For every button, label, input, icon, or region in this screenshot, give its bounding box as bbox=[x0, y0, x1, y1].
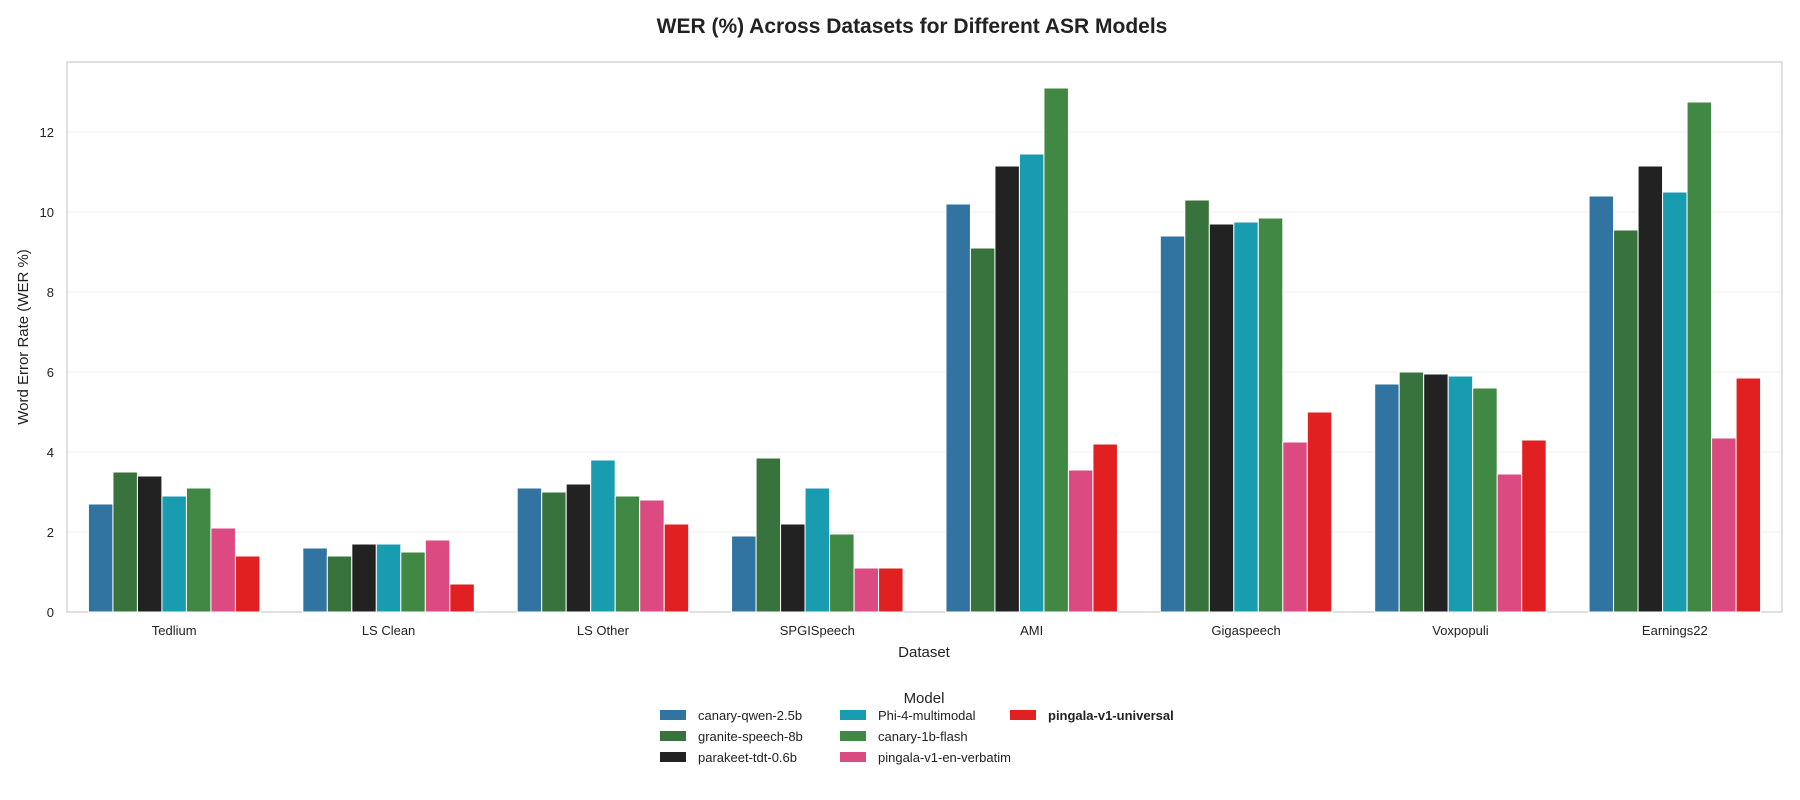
bar-granite-speech-8b-tedlium bbox=[112, 471, 138, 613]
legend-swatch bbox=[1010, 710, 1036, 720]
bar-pingala-v1-en-verbatim-ami bbox=[1067, 469, 1094, 613]
bar-pingala-v1-universal-spgispeech bbox=[878, 567, 904, 613]
x-tick-label: LS Other bbox=[577, 623, 630, 638]
y-axis-ticks: 0 2 4 6 8 10 12 bbox=[40, 125, 54, 620]
legend-swatch bbox=[660, 710, 686, 720]
bar-canary-1b-flash-voxpopuli bbox=[1472, 387, 1498, 613]
bar-pingala-v1-universal-gigaspeech bbox=[1306, 411, 1333, 613]
bar-Phi-4-multimodal-ls-clean bbox=[375, 543, 402, 613]
chart-title: WER (%) Across Datasets for Different AS… bbox=[657, 15, 1168, 38]
bar-canary-qwen-2.5b-ami bbox=[945, 203, 971, 613]
plot-frame bbox=[66, 61, 1783, 613]
legend: Model canary-qwen-2.5b granite-speech-8b p… bbox=[660, 690, 1174, 765]
y-tick-label: 8 bbox=[47, 285, 54, 300]
bar-granite-speech-8b-voxpopuli bbox=[1398, 371, 1425, 613]
bar-pingala-v1-universal-tedlium bbox=[234, 555, 261, 613]
bar-Phi-4-multimodal-earnings22 bbox=[1662, 191, 1688, 613]
bars bbox=[87, 87, 1762, 613]
bar-canary-qwen-2.5b-voxpopuli bbox=[1374, 383, 1400, 613]
bar-canary-1b-flash-ami bbox=[1043, 87, 1069, 613]
bar-parakeet-tdt-0.6b-earnings22 bbox=[1637, 165, 1664, 613]
legend-label: canary-1b-flash bbox=[878, 729, 968, 744]
legend-swatch bbox=[840, 731, 866, 741]
legend-label: pingala-v1-en-verbatim bbox=[878, 750, 1011, 765]
x-tick-label: Earnings22 bbox=[1642, 623, 1708, 638]
bar-parakeet-tdt-0.6b-ls-other bbox=[565, 483, 592, 613]
bar-parakeet-tdt-0.6b-tedlium bbox=[136, 475, 163, 613]
y-tick-label: 10 bbox=[40, 205, 54, 220]
x-axis-title: Dataset bbox=[898, 644, 951, 661]
bar-canary-qwen-2.5b-gigaspeech bbox=[1159, 235, 1186, 613]
legend-label: pingala-v1-universal bbox=[1048, 708, 1174, 723]
bar-canary-1b-flash-tedlium bbox=[185, 487, 212, 613]
legend-swatch bbox=[840, 710, 866, 720]
bar-parakeet-tdt-0.6b-ami bbox=[994, 165, 1020, 613]
bar-pingala-v1-universal-earnings22 bbox=[1735, 377, 1762, 613]
bar-Phi-4-multimodal-spgispeech bbox=[804, 487, 831, 613]
x-tick-label: LS Clean bbox=[362, 623, 415, 638]
y-tick-label: 0 bbox=[47, 605, 54, 620]
bar-pingala-v1-en-verbatim-ls-clean bbox=[424, 539, 451, 613]
bar-pingala-v1-universal-ami bbox=[1092, 443, 1118, 613]
y-tick-label: 6 bbox=[47, 365, 54, 380]
legend-swatch bbox=[660, 731, 686, 741]
bar-granite-speech-8b-spgispeech bbox=[755, 457, 782, 613]
bar-Phi-4-multimodal-tedlium bbox=[161, 495, 187, 613]
bar-Phi-4-multimodal-ami bbox=[1018, 153, 1045, 613]
bar-pingala-v1-en-verbatim-earnings22 bbox=[1711, 437, 1737, 613]
legend-label: Phi-4-multimodal bbox=[878, 708, 976, 723]
x-tick-label: Tedlium bbox=[152, 623, 197, 638]
bar-parakeet-tdt-0.6b-ls-clean bbox=[351, 543, 377, 613]
bar-granite-speech-8b-ls-other bbox=[541, 491, 567, 613]
legend-label: canary-qwen-2.5b bbox=[698, 708, 802, 723]
y-tick-label: 4 bbox=[47, 445, 54, 460]
bar-canary-1b-flash-ls-other bbox=[614, 495, 641, 613]
bar-granite-speech-8b-gigaspeech bbox=[1184, 199, 1210, 613]
bar-Phi-4-multimodal-voxpopuli bbox=[1447, 375, 1474, 613]
y-axis-title: Word Error Rate (WER %) bbox=[15, 249, 32, 425]
legend-swatch bbox=[660, 752, 686, 762]
bar-canary-qwen-2.5b-tedlium bbox=[87, 503, 114, 613]
x-axis-ticks: Tedlium LS Clean LS Other SPGISpeech AMI Giga… bbox=[152, 623, 1708, 638]
legend-title: Model bbox=[904, 690, 945, 707]
bar-canary-qwen-2.5b-spgispeech bbox=[731, 535, 757, 613]
bar-canary-qwen-2.5b-earnings22 bbox=[1588, 195, 1615, 613]
x-tick-label: Voxpopuli bbox=[1432, 623, 1488, 638]
bar-parakeet-tdt-0.6b-gigaspeech bbox=[1208, 223, 1235, 613]
bar-pingala-v1-universal-voxpopuli bbox=[1521, 439, 1547, 613]
bar-parakeet-tdt-0.6b-voxpopuli bbox=[1423, 373, 1449, 613]
bar-granite-speech-8b-ls-clean bbox=[326, 555, 353, 613]
x-tick-label: Gigaspeech bbox=[1211, 623, 1280, 638]
bar-pingala-v1-en-verbatim-ls-other bbox=[639, 499, 665, 613]
bar-canary-1b-flash-ls-clean bbox=[400, 551, 426, 613]
y-tick-label: 2 bbox=[47, 525, 54, 540]
bar-Phi-4-multimodal-gigaspeech bbox=[1233, 221, 1259, 613]
bar-canary-qwen-2.5b-ls-clean bbox=[302, 547, 328, 613]
bar-pingala-v1-universal-ls-other bbox=[663, 523, 690, 613]
bar-canary-1b-flash-gigaspeech bbox=[1257, 217, 1284, 613]
bar-pingala-v1-en-verbatim-gigaspeech bbox=[1282, 441, 1308, 613]
legend-swatch bbox=[840, 752, 866, 762]
bar-pingala-v1-universal-ls-clean bbox=[449, 583, 475, 613]
bar-granite-speech-8b-ami bbox=[969, 247, 996, 613]
legend-label: parakeet-tdt-0.6b bbox=[698, 750, 797, 765]
legend-label: granite-speech-8b bbox=[698, 729, 803, 744]
bar-pingala-v1-en-verbatim-tedlium bbox=[210, 527, 236, 613]
y-tick-label: 12 bbox=[40, 125, 54, 140]
x-tick-label: AMI bbox=[1020, 623, 1043, 638]
bar-parakeet-tdt-0.6b-spgispeech bbox=[780, 523, 806, 613]
bar-pingala-v1-en-verbatim-spgispeech bbox=[853, 567, 880, 613]
bar-pingala-v1-en-verbatim-voxpopuli bbox=[1496, 473, 1523, 613]
x-tick-label: SPGISpeech bbox=[780, 623, 855, 638]
bar-canary-1b-flash-earnings22 bbox=[1686, 101, 1713, 613]
bar-canary-1b-flash-spgispeech bbox=[829, 533, 855, 613]
bar-canary-qwen-2.5b-ls-other bbox=[516, 487, 543, 613]
bar-Phi-4-multimodal-ls-other bbox=[590, 459, 616, 613]
bar-granite-speech-8b-earnings22 bbox=[1613, 229, 1639, 613]
